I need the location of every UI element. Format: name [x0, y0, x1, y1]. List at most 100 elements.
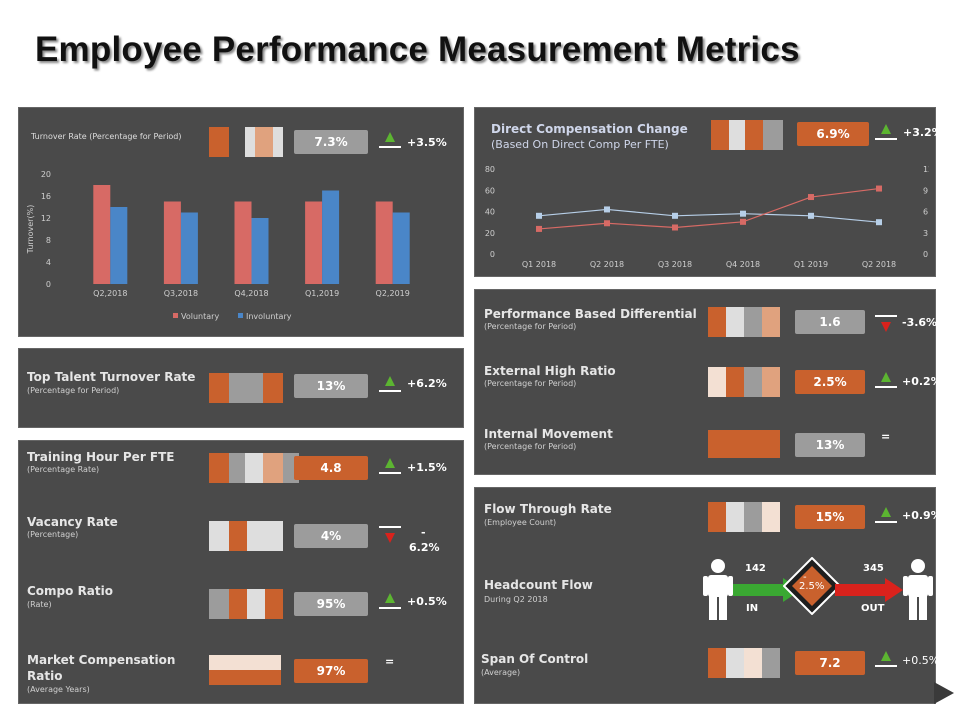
turnover-label: Turnover Rate (Percentage for Period)	[31, 132, 182, 141]
turnover-value: 7.3%	[294, 130, 368, 154]
flow-through-color-bar	[708, 502, 780, 532]
x-tick-label: Q2 2018	[590, 260, 624, 269]
left-tick-label: 40	[485, 208, 495, 217]
left-metrics-panel: Training Hour Per FTE (Percentage Rate) …	[18, 440, 464, 704]
compo-change: +0.5%	[407, 595, 447, 608]
y-tick-label: 20	[41, 170, 51, 179]
market-label: Market Compensation	[27, 653, 176, 667]
headcount-in-count: 142	[745, 563, 766, 574]
y-tick-label: 8	[46, 236, 51, 245]
data-point	[876, 185, 882, 192]
top-talent-change: +6.2%	[407, 377, 447, 390]
span-change: +0.5%	[902, 654, 940, 667]
top-talent-value: 13%	[294, 374, 368, 398]
direct-comp-sublabel: (Based On Direct Comp Per FTE)	[491, 138, 669, 151]
vacancy-change-sign: -	[421, 526, 426, 539]
data-point	[876, 219, 882, 226]
x-tick-label: Q1 2019	[794, 260, 828, 269]
x-tick-label: Q4,2018	[234, 289, 268, 298]
ext-high-value: 2.5%	[795, 370, 865, 394]
internal-label: Internal Movement	[484, 427, 613, 441]
x-tick-label: Q3 2018	[658, 260, 692, 269]
right-bottom-panel: Flow Through Rate (Employee Count) 15% +…	[474, 487, 942, 704]
data-point	[604, 220, 610, 227]
left-tick-label: 60	[485, 186, 495, 195]
up-arrow-icon	[379, 591, 401, 613]
training-change: +1.5%	[407, 461, 447, 474]
perf-diff-value: 1.6	[795, 310, 865, 334]
turnover-color-bar	[209, 127, 283, 157]
bar-segment	[245, 453, 263, 483]
internal-sublabel: (Percentage for Period)	[484, 442, 577, 451]
direct-comp-color-bar	[711, 120, 783, 150]
legend-swatch	[238, 313, 243, 318]
bar-segment	[762, 648, 780, 678]
market-value: 97%	[294, 659, 368, 683]
bar-segment	[209, 453, 229, 483]
top-talent-panel: Top Talent Turnover Rate (Percentage for…	[18, 348, 464, 428]
bar-segment	[763, 120, 783, 150]
bar-segment	[247, 589, 265, 619]
headcount-net: 2.5%	[799, 581, 825, 592]
bar-voluntary-Q1,2019	[305, 201, 323, 284]
bar-segment	[209, 655, 281, 670]
y-axis-label: Turnover(%)	[26, 205, 35, 255]
series-line-change	[538, 187, 880, 230]
bar-segment	[209, 589, 229, 619]
data-point	[808, 194, 814, 201]
up-arrow-icon	[379, 374, 401, 396]
bar-involuntary-Q2,2019	[392, 212, 410, 284]
ext-high-color-bar	[708, 367, 780, 397]
market-color-bar	[209, 655, 281, 685]
bar-segment	[263, 453, 283, 483]
data-point	[740, 218, 746, 225]
top-talent-color-bar	[209, 373, 283, 403]
internal-change: =	[881, 430, 891, 443]
bar-segment	[708, 648, 726, 678]
next-slide-icon[interactable]	[930, 680, 956, 706]
bar-segment	[726, 502, 744, 532]
span-color-bar	[708, 648, 780, 678]
internal-value: 13%	[795, 433, 865, 457]
training-value: 4.8	[294, 456, 368, 480]
bar-segment	[726, 648, 744, 678]
arrow-out-icon	[835, 578, 903, 602]
data-point	[536, 225, 542, 232]
headcount-out-count: 345	[863, 563, 884, 574]
person-out-icon	[903, 559, 933, 620]
data-point	[672, 212, 678, 219]
market-change: =	[385, 655, 395, 668]
x-tick-label: Q3,2018	[164, 289, 198, 298]
direct-comp-value: 6.9%	[797, 122, 869, 146]
left-tick-label: 20	[485, 229, 495, 238]
bar-segment	[229, 521, 247, 551]
bar-segment	[744, 367, 762, 397]
bar-segment	[708, 367, 726, 397]
bar-segment	[209, 670, 281, 685]
bar-segment	[273, 127, 283, 157]
bar-involuntary-Q3,2018	[180, 212, 198, 284]
bar-segment	[245, 127, 255, 157]
direct-comp-change: +3.2%	[903, 126, 943, 139]
vacancy-change: 6.2%	[409, 541, 440, 554]
perf-diff-sublabel: (Percentage for Period)	[484, 322, 577, 331]
up-arrow-icon	[379, 130, 401, 152]
bar-involuntary-Q4,2018	[251, 218, 269, 284]
bar-segment	[263, 373, 283, 403]
top-talent-label: Top Talent Turnover Rate	[27, 370, 196, 384]
bar-segment	[726, 367, 744, 397]
legend-label: Involuntary	[246, 312, 292, 321]
market-label-line2: Ratio	[27, 669, 63, 683]
x-tick-label: Q4 2018	[726, 260, 760, 269]
y-tick-label: 12	[41, 214, 51, 223]
bar-segment	[265, 589, 283, 619]
direct-comp-panel: Direct Compensation Change (Based On Dir…	[474, 107, 943, 277]
x-tick-label: Q2 2018	[862, 260, 896, 269]
training-label: Training Hour Per FTE	[27, 450, 175, 464]
headcount-sublabel: During Q2 2018	[484, 595, 548, 604]
arrow-in-icon	[733, 578, 801, 602]
up-arrow-icon	[875, 505, 897, 527]
left-tick-label: 0	[490, 250, 495, 259]
data-point	[808, 212, 814, 219]
market-sublabel: (Average Years)	[27, 685, 90, 694]
